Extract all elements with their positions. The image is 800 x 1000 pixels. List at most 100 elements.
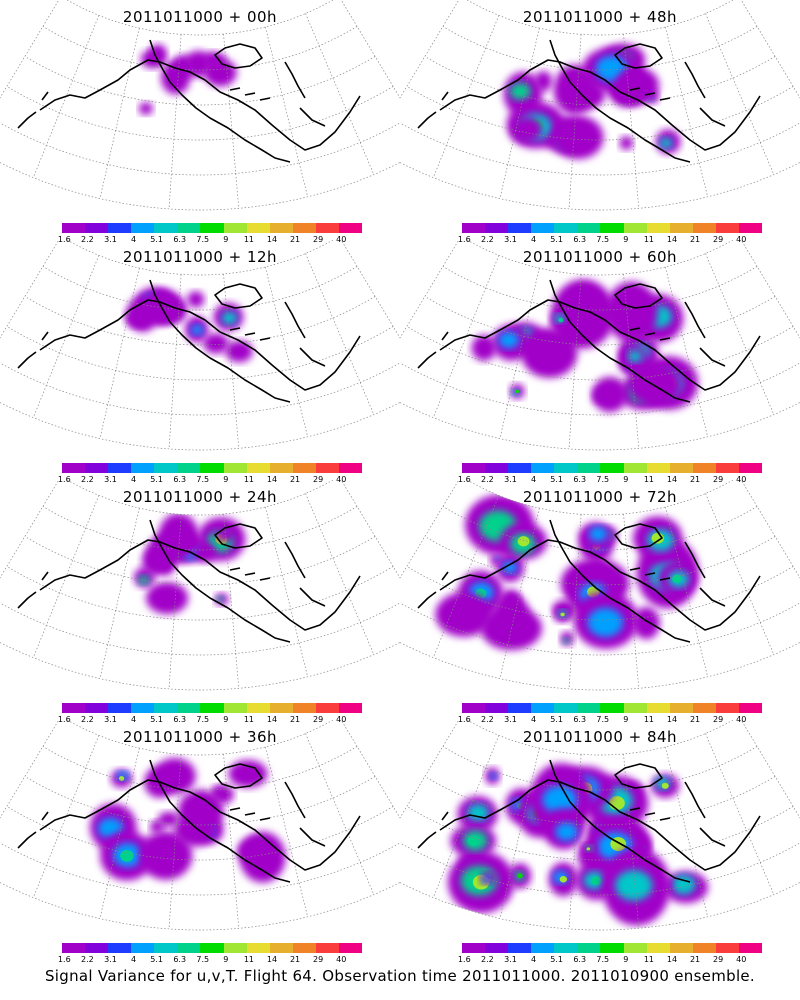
variance-region [559,876,568,883]
graticule [0,0,400,211]
coastline [17,519,361,643]
colorbar-swatch [200,943,224,953]
map-panel: 2011011000 + 36h 1.6 2.2 3.1 4 5.1 6.3 7.5 9 11 14… [0,720,400,970]
colorbar-tick-label: 11 [643,475,655,484]
colorbar-tick-label: 6.3 [173,235,187,244]
colorbar-tick-label: 21 [689,955,701,964]
colorbar-tick-label: 3.1 [504,475,517,484]
variance-region [588,526,608,542]
colorbar-swatch [108,703,132,713]
colorbar-tick-label: 6.3 [173,715,187,724]
colorbar-tick-label: 40 [736,235,747,244]
colorbar-tick-label: 29 [713,715,724,724]
colorbar-swatch [554,703,578,713]
variance-region [202,51,226,69]
colorbar-ticks: 1.6 2.2 3.1 4 5.1 6.3 7.5 9 11 14 21 29 40 [58,475,362,485]
colorbar-tick-label: 3.1 [504,955,517,964]
variance-region [139,831,193,880]
colorbar-swatch [738,703,763,713]
variance-region [489,772,498,780]
variance-region [558,317,564,323]
colorbar-tick-label: 6.3 [573,475,587,484]
variance-region [517,873,523,879]
colorbar-tick-label: 14 [666,715,678,724]
colorbar-swatch [646,703,670,713]
polar-map [0,720,400,931]
variance-region [555,822,578,842]
variance-region [502,560,518,574]
colorbar-swatch [577,463,601,473]
map-panel: 2011011000 + 72h 1.6 2.2 3.1 4 5.1 6.3 7.5 9 11 14… [400,480,800,730]
colorbar-tick-label: 2.2 [481,235,494,244]
colorbar-swatch [554,223,578,233]
polar-map [0,240,400,451]
colorbar-swatch [738,463,763,473]
colorbar-swatch [715,223,739,233]
graticule [400,240,800,451]
colorbar-tick-label: 29 [313,955,324,964]
colorbar [462,463,763,473]
colorbar-swatch [485,223,509,233]
variance-region [467,835,480,846]
variance-region [498,331,520,349]
colorbar-tick-label: 11 [243,955,255,964]
colorbar-swatch [554,463,578,473]
colorbar-tick-label: 40 [736,955,747,964]
colorbar-swatch [292,223,316,233]
colorbar-ticks: 1.6 2.2 3.1 4 5.1 6.3 7.5 9 11 14 21 29 40 [58,955,362,965]
colorbar-tick-label: 2.2 [81,235,94,244]
colorbar-swatch [315,463,339,473]
variance-region [659,137,673,149]
colorbar-ticks: 1.6 2.2 3.1 4 5.1 6.3 7.5 9 11 14 21 29 40 [458,235,762,245]
colorbar-swatch [154,943,178,953]
colorbar-tick-label: 40 [336,235,347,244]
map-panel: 2011011000 + 24h 1.6 2.2 3.1 4 5.1 6.3 7.5 9 11 14… [0,480,400,730]
colorbar-tick-label: 3.1 [104,235,117,244]
colorbar-swatch [715,703,739,713]
variance-region [156,556,176,575]
colorbar-swatch [246,943,270,953]
colorbar-swatch [508,463,532,473]
colorbar-ticks: 1.6 2.2 3.1 4 5.1 6.3 7.5 9 11 14 21 29 40 [458,715,762,725]
colorbar-tick-label: 2.2 [481,475,494,484]
panel-title: 2011011000 + 84h [522,728,678,746]
variance-region [216,595,224,603]
colorbar-tick-label: 7.5 [596,715,610,724]
colorbar-swatch [531,463,555,473]
variance-region [515,389,520,393]
variance-region [586,847,591,851]
colorbar-swatch [131,223,155,233]
colorbar-swatch [62,943,86,953]
variance-region [467,803,490,822]
panel-title: 2011011000 + 12h [122,248,278,266]
colorbar-swatch [85,943,109,953]
colorbar-swatch [485,943,509,953]
colorbar-tick-label: 14 [666,955,678,964]
panel-title: 2011011000 + 00h [122,8,278,26]
colorbar-tick-label: 5.1 [150,235,163,244]
colorbar-tick-label: 1.6 [57,955,71,964]
colorbar-tick-label: 4 [530,235,537,244]
polar-map [0,480,400,691]
colorbar-swatch [669,223,693,233]
colorbar-tick-label: 21 [289,955,301,964]
colorbar-tick-label: 21 [289,235,301,244]
colorbar-swatch [292,943,316,953]
polar-map [400,0,800,211]
variance-region [517,536,530,547]
colorbar-swatch [269,463,293,473]
colorbar-swatch [154,223,178,233]
variance-region [144,291,175,325]
variance-region [609,796,625,811]
colorbar-tick-label: 14 [666,235,678,244]
colorbar-swatch [738,223,763,233]
colorbar-swatch [177,943,201,953]
polar-map [400,720,800,931]
colorbar-swatch [669,703,693,713]
colorbar-swatch [508,223,532,233]
panel-title: 2011011000 + 24h [122,488,278,506]
colorbar-tick-label: 7.5 [196,715,210,724]
colorbar-swatch [623,223,647,233]
colorbar-tick-label: 14 [266,235,278,244]
colorbar-tick-label: 7.5 [196,955,210,964]
